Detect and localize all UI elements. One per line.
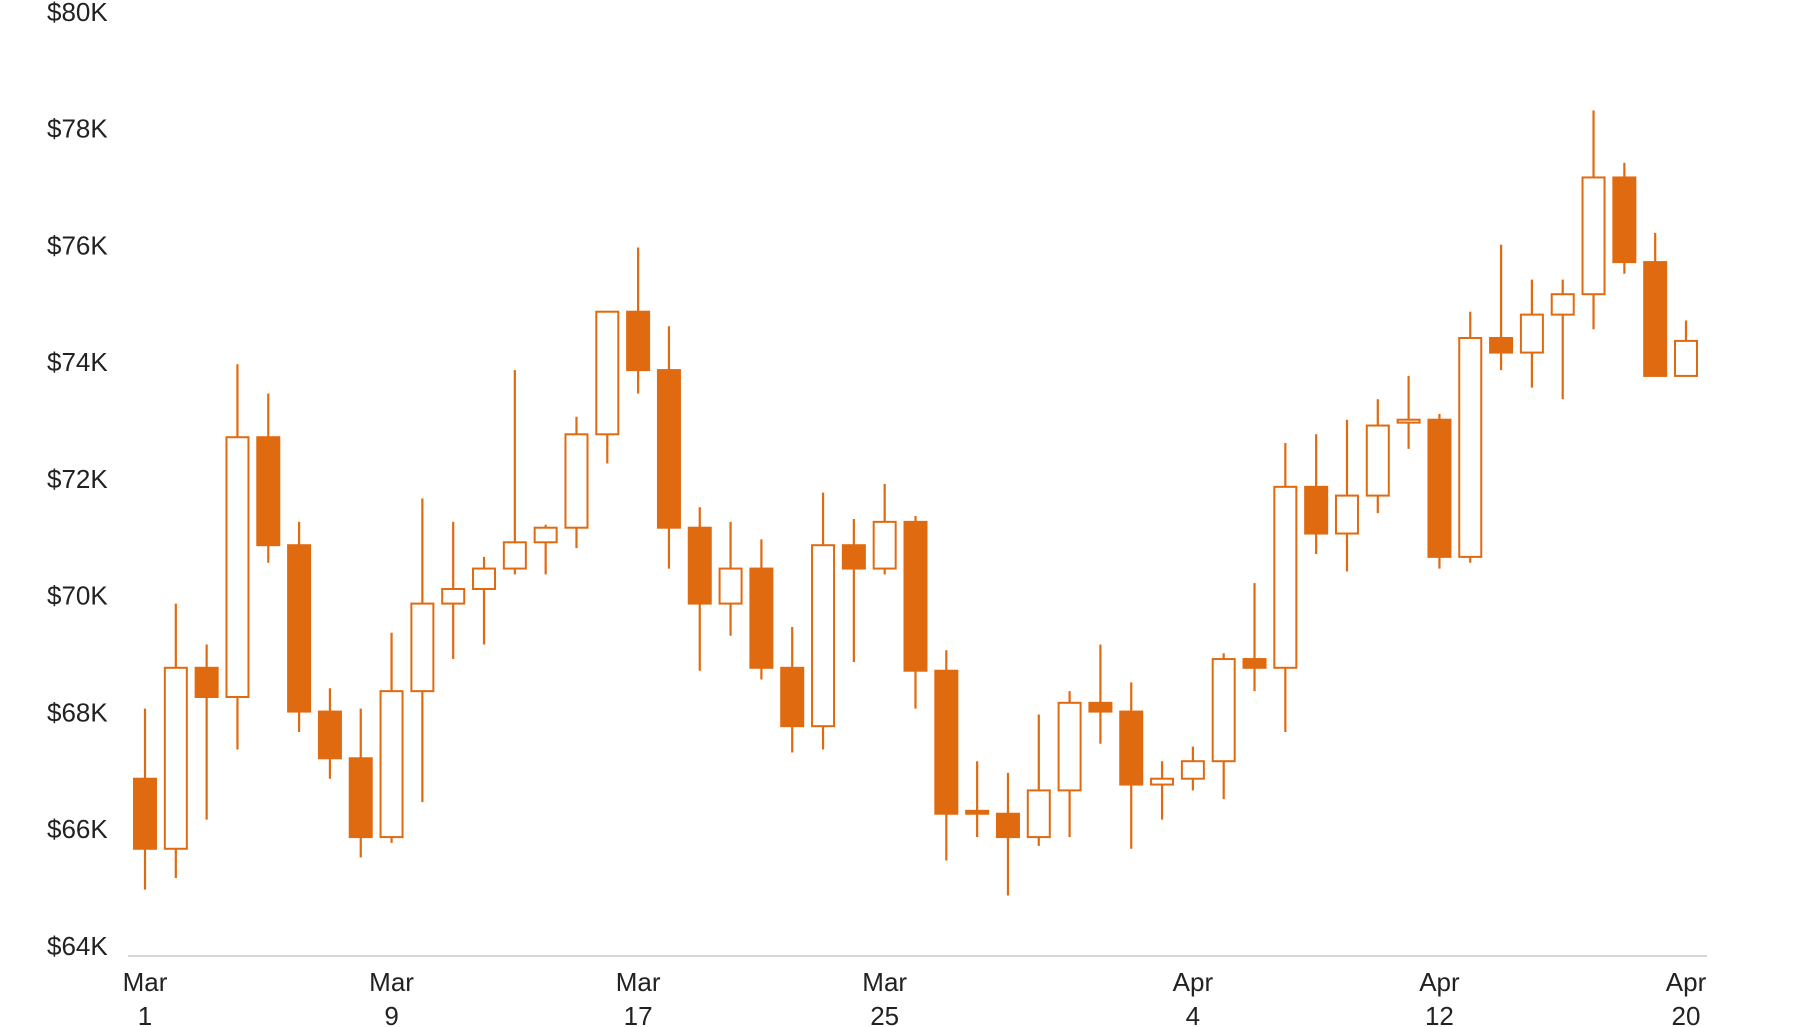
- candle-body-up: [1365, 424, 1390, 497]
- candle-body-up: [225, 436, 250, 698]
- candle-body-down: [656, 369, 681, 529]
- candle-body-up: [564, 433, 589, 529]
- candle-body-up: [1334, 494, 1359, 535]
- candle-body-down: [1304, 485, 1329, 535]
- candle-body-down: [626, 310, 651, 372]
- candle-body-up: [1273, 485, 1298, 669]
- candle-body-down: [1612, 176, 1637, 264]
- candle-body-up: [410, 602, 435, 693]
- candle-body-down: [317, 710, 342, 760]
- candle-body-up: [441, 587, 466, 605]
- candle-body-down: [256, 436, 281, 547]
- candle-body-up: [718, 567, 743, 605]
- x-tick-label: Mar 9: [369, 967, 414, 1027]
- candle-body-down: [965, 809, 990, 815]
- candle-body-up: [811, 544, 836, 728]
- candle-body-down: [1119, 710, 1144, 786]
- x-tick-label: Apr 4: [1172, 967, 1214, 1027]
- candle-body-down: [1489, 336, 1514, 354]
- y-tick-label: $70K: [47, 581, 108, 611]
- x-tick-label: Mar 1: [122, 967, 168, 1027]
- candle-body-up: [533, 526, 558, 544]
- candle-body-up: [472, 567, 497, 590]
- candle-body-up: [1396, 418, 1421, 424]
- candle-body-down: [934, 669, 959, 815]
- candle-body-up: [1150, 777, 1175, 786]
- candle-body-down: [841, 544, 866, 570]
- candle-body-down: [1242, 658, 1267, 669]
- candle-body-down: [1088, 701, 1113, 713]
- candle-body-up: [1211, 658, 1236, 763]
- candle-body-up: [1581, 176, 1606, 296]
- candle-body-up: [1519, 313, 1544, 354]
- candle-body-down: [133, 777, 157, 850]
- x-tick-label: Mar 25: [862, 967, 908, 1027]
- y-tick-label: $74K: [47, 347, 108, 377]
- y-tick-label: $68K: [47, 697, 108, 727]
- candle-body-down: [287, 544, 312, 713]
- candle-body-up: [1458, 336, 1483, 558]
- candle-body-down: [995, 812, 1020, 839]
- candle-body-down: [1643, 261, 1668, 377]
- candle-body-up: [379, 690, 404, 839]
- candle-body-up: [595, 310, 620, 436]
- candle-body-down: [687, 526, 712, 605]
- candle-body-down: [194, 666, 219, 698]
- y-tick-label: $76K: [47, 230, 108, 260]
- y-tick-label: $78K: [47, 114, 108, 144]
- y-tick-label: $80K: [47, 0, 108, 27]
- candle-body-up: [1180, 760, 1205, 780]
- candle-body-up: [1057, 701, 1082, 792]
- candle-body-up: [163, 666, 188, 850]
- candle-body-up: [1674, 339, 1698, 377]
- x-tick-label: Apr 12: [1419, 967, 1460, 1027]
- y-tick-label: $72K: [47, 464, 108, 494]
- candle-body-up: [1550, 293, 1575, 316]
- candle-body-up: [502, 541, 527, 570]
- candle-body-down: [780, 666, 805, 728]
- candle-body-down: [1427, 418, 1452, 558]
- candle-body-up: [1026, 789, 1051, 839]
- y-tick-label: $66K: [47, 814, 108, 844]
- x-tick-label: Apr 20: [1665, 967, 1707, 1027]
- candle-body-down: [903, 520, 928, 672]
- candle-body-down: [749, 567, 774, 669]
- candle-body-up: [872, 520, 897, 570]
- candle-body-down: [348, 757, 373, 839]
- y-tick-label: $64K: [47, 931, 108, 961]
- x-tick-label: Mar 17: [615, 967, 661, 1027]
